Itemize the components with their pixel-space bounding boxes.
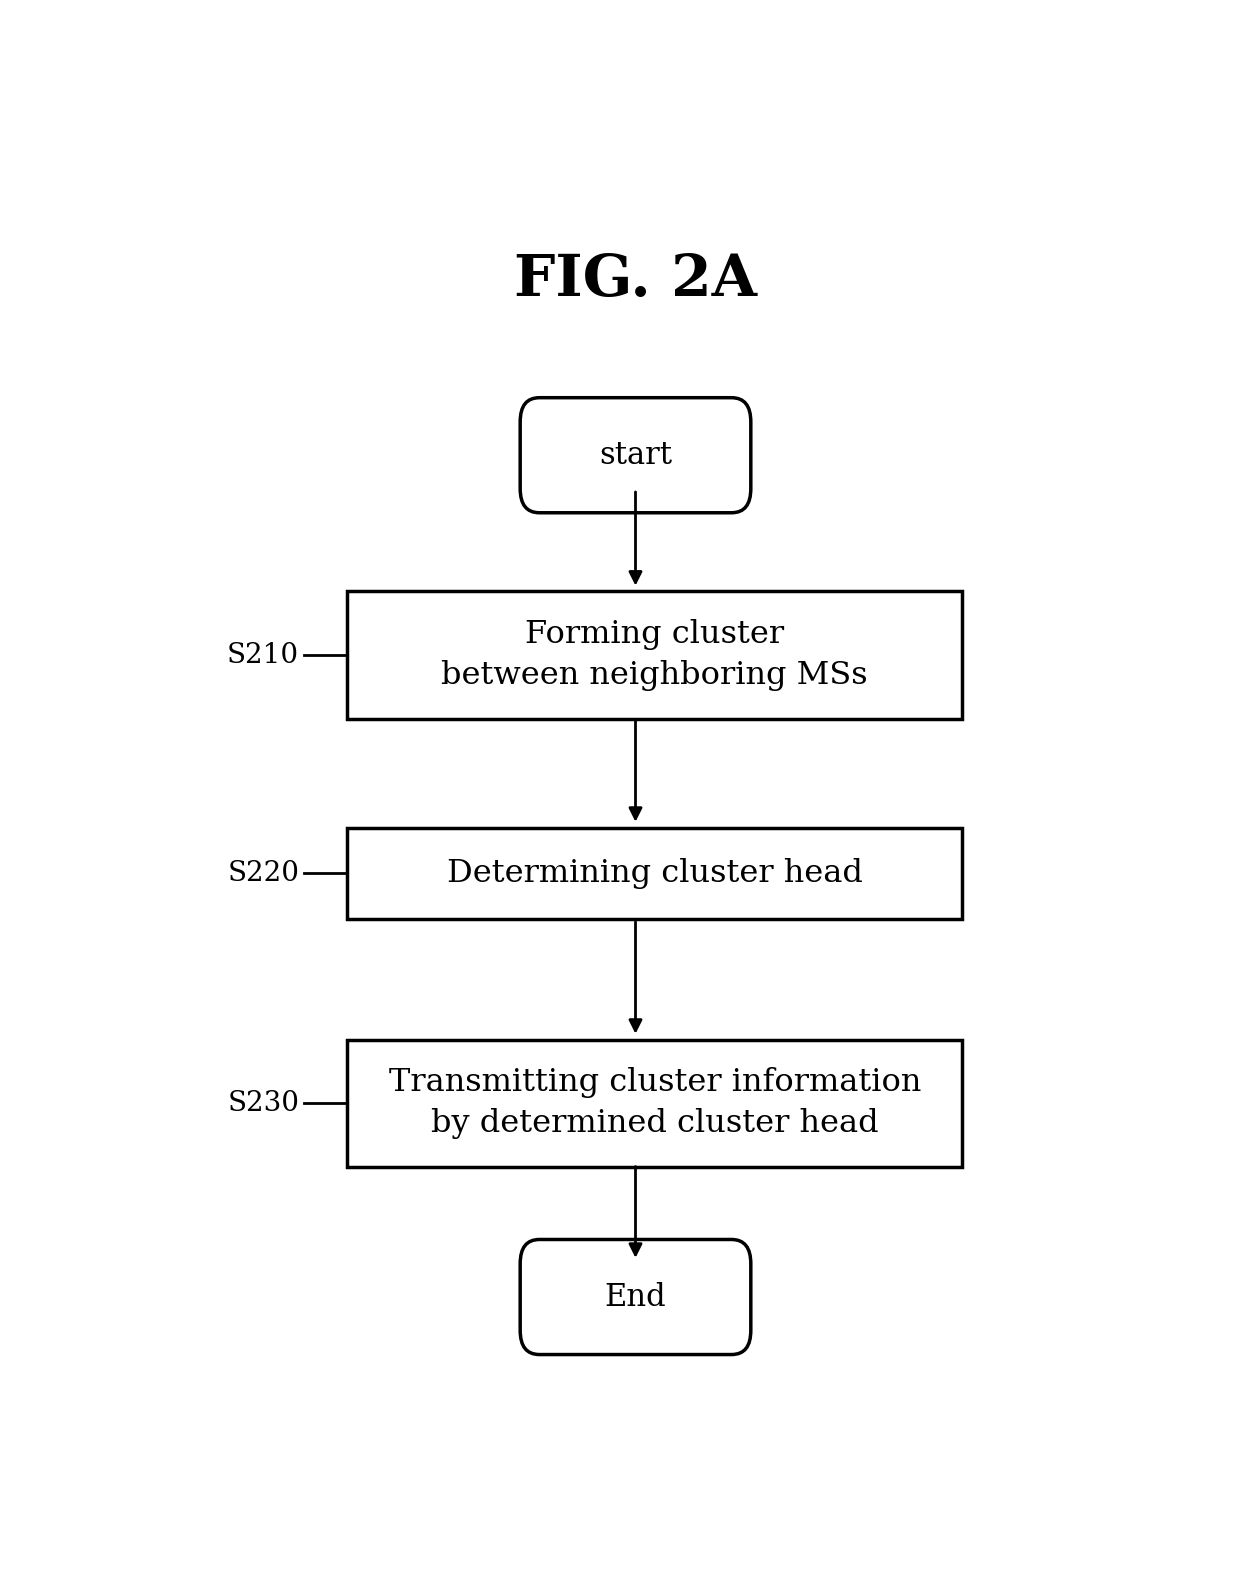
Text: start: start: [599, 440, 672, 470]
FancyBboxPatch shape: [347, 827, 962, 919]
Text: Transmitting cluster information
by determined cluster head: Transmitting cluster information by dete…: [388, 1068, 921, 1139]
Text: FIG. 2A: FIG. 2A: [515, 252, 756, 308]
Text: Forming cluster
between neighboring MSs: Forming cluster between neighboring MSs: [441, 620, 868, 691]
FancyBboxPatch shape: [347, 591, 962, 719]
Text: Determining cluster head: Determining cluster head: [446, 857, 863, 889]
Text: S230: S230: [227, 1090, 299, 1117]
FancyBboxPatch shape: [347, 1040, 962, 1167]
Text: S210: S210: [227, 642, 299, 669]
FancyBboxPatch shape: [521, 1240, 751, 1354]
Text: End: End: [605, 1282, 666, 1312]
Text: S220: S220: [227, 859, 299, 887]
FancyBboxPatch shape: [521, 398, 751, 513]
